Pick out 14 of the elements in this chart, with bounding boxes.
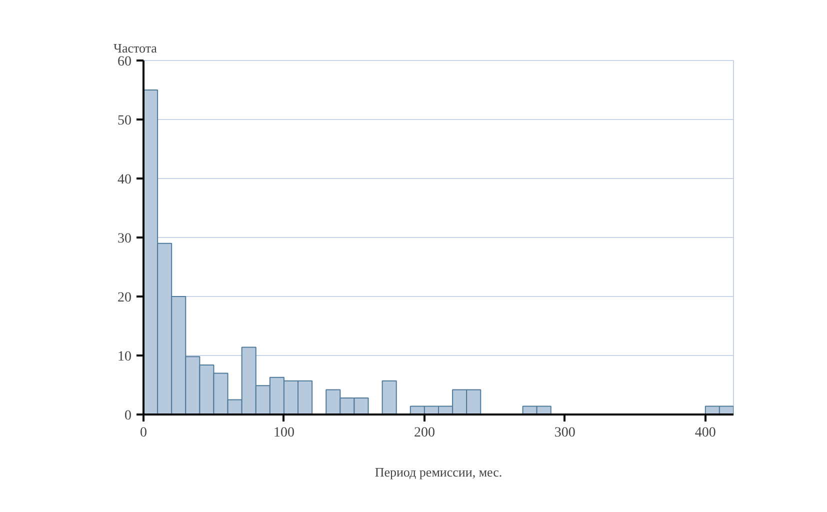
x-tick-label: 400	[694, 426, 716, 440]
x-tick-label: 300	[554, 426, 576, 440]
y-tick-label: 0	[124, 408, 132, 424]
y-tick-label: 60	[118, 54, 132, 70]
x-tick-label: 100	[273, 426, 294, 440]
x-tick-label: 200	[414, 426, 435, 440]
y-tick-label: 50	[118, 114, 132, 128]
x-tick-label: 0	[140, 426, 147, 440]
y-tick-label: 40	[118, 172, 132, 188]
y-tick-label: 30	[118, 232, 132, 246]
y-axis-title: Частота	[114, 40, 158, 56]
y-tick-label: 20	[118, 290, 132, 306]
x-axis-title: Период ремиссии, мес.	[374, 464, 502, 480]
y-tick-label: 10	[118, 350, 132, 364]
